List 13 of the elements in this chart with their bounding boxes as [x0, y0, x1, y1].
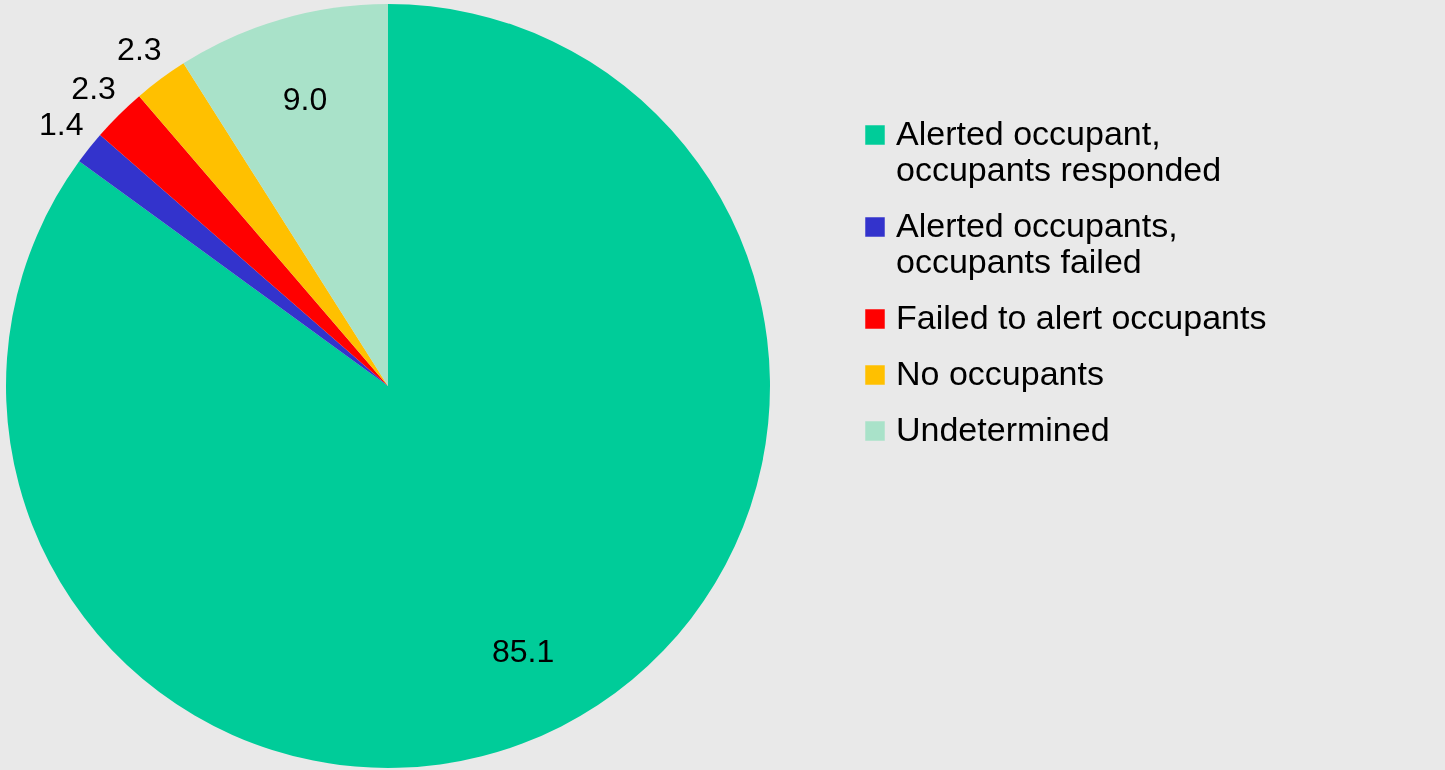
pie-slice: [183, 4, 388, 386]
legend-label: No occupants: [896, 354, 1104, 392]
data-label: 2.3: [117, 31, 162, 67]
legend-label: Alerted occupants, occupants failed: [896, 206, 1178, 280]
pie-slice: [6, 4, 770, 768]
data-label: 1.4: [38, 106, 84, 143]
legend-label: Alerted occupant, occupants responded: [896, 114, 1222, 188]
data-label: 2.3: [71, 70, 116, 107]
legend-label: Failed to alert occupants: [896, 298, 1267, 336]
data-label: 85.1: [492, 632, 555, 669]
legend-label: Undetermined: [896, 410, 1110, 448]
pie-slice: [139, 63, 388, 386]
data-label: 9.0: [282, 80, 328, 117]
